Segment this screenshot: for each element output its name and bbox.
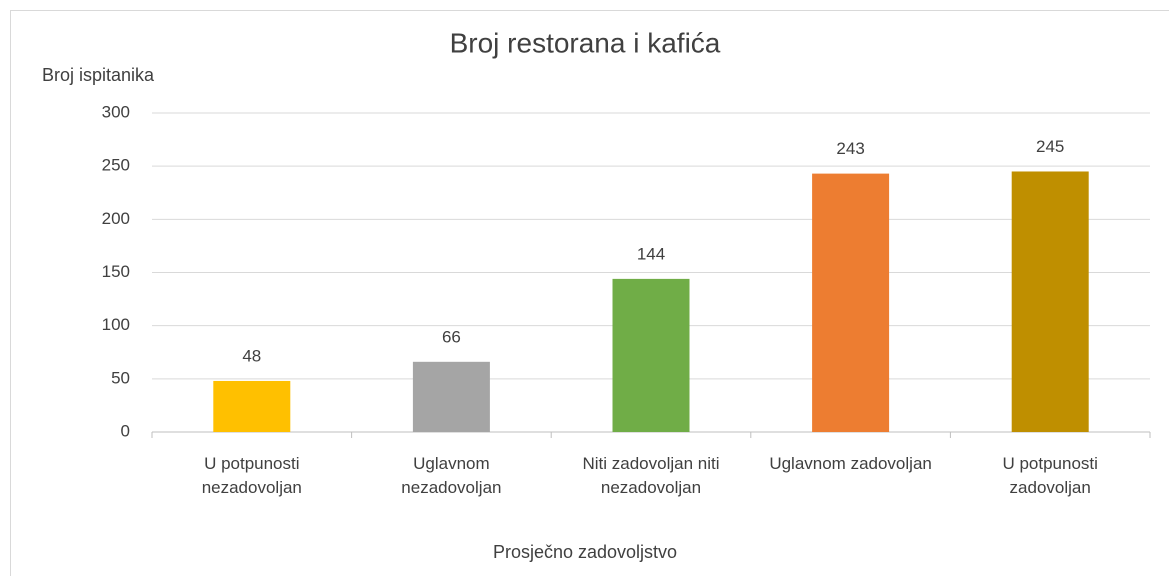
chart-title: Broj restorana i kafića: [450, 27, 721, 58]
y-tick-label: 250: [102, 156, 130, 175]
data-label: 144: [637, 244, 665, 263]
y-tick-label: 100: [102, 315, 130, 334]
x-tick-label: U potpunosti nezadovoljan: [201, 454, 302, 497]
x-tick-label: Uglavnom nezadovoljan: [401, 454, 502, 497]
data-label: 243: [836, 139, 864, 158]
bar: [612, 278, 690, 432]
x-axis-label: Prosječno zadovoljstvo: [493, 542, 677, 562]
y-axis-label: Broj ispitanika: [42, 65, 155, 85]
x-tick-label: U potpunosti zadovoljan: [1002, 454, 1098, 497]
data-label: 66: [442, 327, 461, 346]
chart-border: [10, 10, 1169, 576]
bar: [213, 380, 291, 432]
y-tick-label: 50: [111, 368, 130, 387]
x-tick-label: Uglavnom zadovoljan: [769, 454, 932, 473]
x-tick-label: Niti zadovoljan niti nezadovoljan: [582, 454, 720, 497]
y-tick-label: 150: [102, 262, 130, 281]
data-label: 245: [1036, 137, 1064, 156]
y-tick-label: 300: [102, 102, 130, 121]
data-label: 48: [242, 346, 261, 365]
y-tick-label: 0: [121, 421, 130, 440]
y-tick-label: 200: [102, 209, 130, 228]
bar: [812, 173, 890, 433]
bar: [1011, 171, 1089, 432]
bar: [412, 361, 490, 432]
